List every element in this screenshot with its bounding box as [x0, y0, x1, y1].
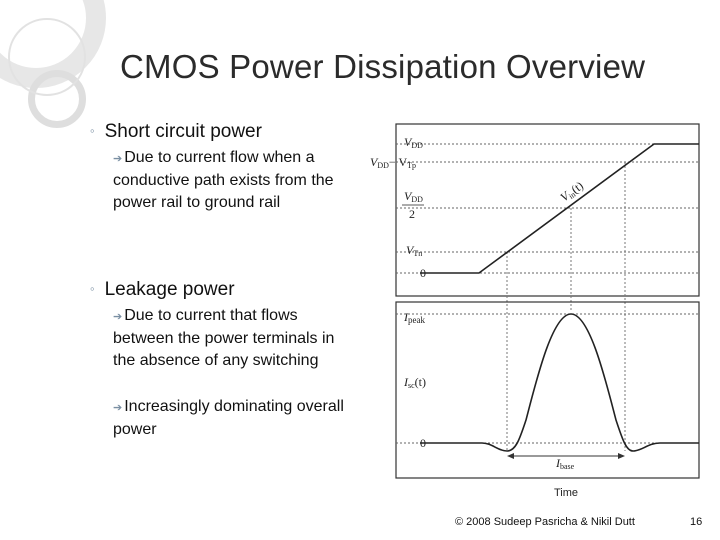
bullet-leakage: ◦ Leakage power — [90, 279, 235, 301]
label-ibase: Ibase — [555, 456, 575, 471]
label-vdd-minus-vtp: VDD− VTp — [370, 155, 416, 170]
sub-bullet-text: Due to current flow when a conductive pa… — [113, 149, 334, 211]
label-zero-bottom: 0 — [420, 436, 426, 450]
footer-copyright: © 2008 Sudeep Pasricha & Nikil Dutt — [455, 516, 635, 528]
sub-bullet-leakage-1: ➔ Due to current that flows between the p… — [113, 305, 353, 372]
label-ipeak: Ipeak — [403, 310, 425, 325]
arrow-bullet-icon: ➔ — [113, 153, 123, 165]
label-vdd-half-num: VDD — [404, 189, 423, 204]
bullet-short-circuit: ◦ Short circuit power — [90, 121, 262, 143]
bullet-label: Short circuit power — [104, 121, 262, 142]
vin-ramp-curve — [420, 143, 699, 274]
footer-page-number: 16 — [690, 516, 703, 528]
label-zero-top: 0 — [420, 266, 426, 280]
top-plot-frame — [395, 123, 700, 297]
label-time-axis: Time — [554, 487, 578, 499]
sub-bullet-text: Due to current that flows between the po… — [113, 307, 335, 369]
decor-ring-outline — [8, 18, 86, 96]
short-circuit-figure: VDD VDD− VTp VDD 2 VTn 0 Vin(t) Ipeak Is… — [370, 123, 700, 499]
label-vdd-half-den: 2 — [409, 207, 415, 221]
bullet-label: Leakage power — [104, 279, 235, 300]
label-vdd-top: VDD — [404, 135, 423, 150]
arrow-bullet-icon: ➔ — [113, 311, 123, 323]
bottom-plot-frame — [395, 301, 700, 479]
slide-title: CMOS Power Dissipation Overview — [120, 48, 646, 85]
isc-current-curve — [420, 313, 699, 452]
bullet-ring-icon: ◦ — [90, 123, 95, 138]
ibase-arrow-right-icon — [618, 453, 625, 459]
sub-bullet-short-circuit: ➔ Due to current flow when a conductive p… — [113, 147, 358, 214]
label-vtn: VTn — [406, 243, 422, 258]
label-vin-curve: Vin(t) — [558, 178, 587, 205]
sub-bullet-leakage-2: ➔ Increasingly dominating overall power — [113, 396, 353, 441]
ibase-arrow-left-icon — [507, 453, 514, 459]
arrow-bullet-icon: ➔ — [113, 402, 123, 414]
label-isc: Isc(t) — [403, 375, 426, 390]
sub-bullet-text: Increasingly dominating overall power — [113, 398, 344, 438]
bullet-ring-icon: ◦ — [90, 281, 95, 296]
